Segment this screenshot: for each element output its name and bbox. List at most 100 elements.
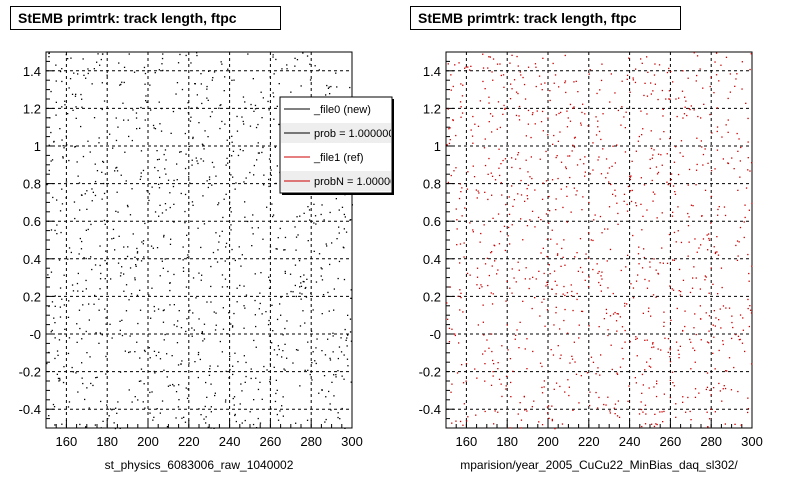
scatter-point — [160, 130, 163, 132]
scatter-point — [471, 135, 474, 137]
scatter-point — [139, 357, 141, 359]
scatter-point — [105, 250, 107, 252]
scatter-point — [490, 333, 493, 335]
scatter-point — [638, 135, 640, 138]
scatter-point — [184, 167, 187, 170]
scatter-point — [643, 94, 645, 97]
scatter-point — [280, 314, 282, 316]
scatter-point — [616, 144, 618, 146]
scatter-point — [692, 205, 694, 207]
scatter-point — [564, 82, 566, 84]
scatter-point — [345, 231, 348, 233]
scatter-point — [632, 77, 634, 79]
scatter-point — [299, 292, 301, 294]
scatter-point — [584, 171, 586, 173]
scatter-point — [655, 269, 657, 271]
scatter-point — [140, 368, 143, 370]
scatter-point — [79, 327, 81, 330]
scatter-point — [63, 304, 65, 306]
scatter-point — [165, 173, 167, 175]
scatter-point — [718, 80, 720, 82]
scatter-point — [453, 170, 455, 172]
scatter-point — [215, 175, 217, 177]
scatter-point — [341, 407, 343, 410]
scatter-point — [283, 249, 285, 251]
scatter-point — [540, 83, 542, 85]
scatter-point — [747, 169, 749, 171]
scatter-point — [690, 419, 692, 421]
scatter-point — [294, 57, 296, 59]
scatter-point — [541, 386, 543, 389]
scatter-point — [184, 210, 186, 213]
scatter-point — [96, 61, 98, 63]
scatter-point — [682, 155, 684, 157]
scatter-point — [153, 350, 156, 352]
scatter-point — [192, 312, 194, 314]
scatter-point — [239, 403, 241, 405]
scatter-point — [234, 188, 236, 190]
scatter-point — [158, 183, 160, 185]
scatter-point — [470, 65, 472, 67]
scatter-point — [553, 134, 555, 137]
scatter-point — [636, 337, 638, 340]
scatter-point — [500, 74, 502, 77]
scatter-point — [656, 423, 658, 426]
scatter-point — [751, 265, 753, 267]
scatter-point — [61, 106, 63, 108]
scatter-point — [302, 52, 304, 54]
scatter-point — [233, 312, 235, 315]
scatter-point — [706, 372, 709, 374]
scatter-point — [169, 304, 171, 306]
scatter-point — [237, 361, 239, 363]
scatter-point — [255, 126, 258, 129]
scatter-point — [700, 244, 702, 246]
scatter-point — [722, 340, 724, 342]
scatter-point — [318, 392, 320, 394]
scatter-point — [670, 178, 672, 181]
scatter-point — [707, 426, 709, 428]
scatter-point — [624, 151, 627, 153]
scatter-point — [276, 165, 278, 167]
scatter-point — [545, 213, 548, 215]
scatter-point — [56, 373, 58, 375]
scatter-point — [310, 292, 312, 294]
scatter-point — [621, 80, 623, 82]
scatter-point — [99, 245, 101, 247]
scatter-point — [281, 356, 283, 358]
scatter-point — [541, 392, 544, 394]
scatter-point — [81, 98, 83, 100]
scatter-point — [654, 83, 656, 85]
scatter-point — [213, 427, 215, 429]
scatter-point — [492, 217, 494, 219]
scatter-point — [564, 264, 566, 266]
scatter-point — [599, 284, 602, 286]
scatter-point — [559, 357, 561, 360]
scatter-point — [515, 158, 517, 160]
scatter-point — [55, 101, 57, 103]
scatter-point — [635, 280, 638, 282]
scatter-point — [736, 132, 738, 135]
scatter-point — [65, 197, 67, 199]
scatter-point — [209, 365, 211, 367]
scatter-point — [155, 354, 157, 357]
scatter-point — [76, 341, 78, 343]
scatter-point — [223, 198, 225, 200]
scatter-point — [134, 396, 136, 398]
scatter-point — [187, 102, 189, 104]
scatter-point — [128, 53, 130, 55]
scatter-point — [605, 312, 608, 314]
scatter-point — [658, 64, 661, 66]
scatter-point — [205, 416, 207, 418]
scatter-point — [253, 164, 255, 167]
scatter-point — [661, 212, 663, 214]
scatter-point — [105, 373, 107, 375]
scatter-point — [724, 387, 727, 390]
scatter-point — [268, 185, 270, 188]
scatter-point — [103, 100, 106, 102]
legend-label: probN = 1.000000 — [314, 176, 402, 188]
scatter-point — [641, 425, 643, 428]
scatter-point — [665, 98, 667, 100]
scatter-point — [487, 67, 489, 69]
scatter-point — [507, 349, 509, 351]
